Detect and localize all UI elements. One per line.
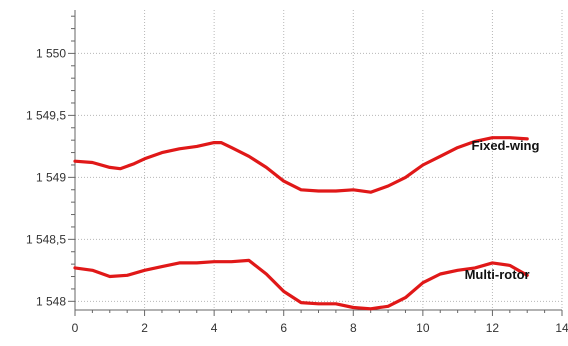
series-label-multi-rotor: Multi-rotor: [465, 267, 530, 282]
x-tick-label: 4: [211, 321, 218, 335]
series-line-multi-rotor: [73, 258, 529, 311]
x-tick-label: 6: [280, 321, 287, 335]
y-tick-label: 1 549,5: [26, 108, 66, 122]
x-tick-label: 10: [416, 321, 430, 335]
x-tick-label: 14: [555, 321, 568, 335]
x-tick-label: 2: [141, 321, 148, 335]
grid: [75, 10, 563, 310]
series-group: [73, 136, 529, 311]
series-line-fixed-wing: [73, 136, 529, 194]
x-axis-ticks: 0 2 4 6 8 10 12 14: [72, 310, 568, 335]
y-tick-label: 1 548,5: [26, 232, 66, 246]
y-tick-label: 1 549: [36, 170, 66, 184]
x-tick-label: 8: [350, 321, 357, 335]
series-labels: Fixed-wing Multi-rotor: [465, 138, 540, 282]
x-tick-label: 12: [486, 321, 500, 335]
y-tick-label: 1 550: [36, 46, 66, 60]
y-axis-ticks: 1 548 1 548,5 1 549 1 549,5 1 550: [26, 15, 75, 308]
series-label-fixed-wing: Fixed-wing: [472, 138, 540, 153]
x-tick-label: 0: [72, 321, 79, 335]
y-tick-label: 1 548: [36, 294, 66, 308]
